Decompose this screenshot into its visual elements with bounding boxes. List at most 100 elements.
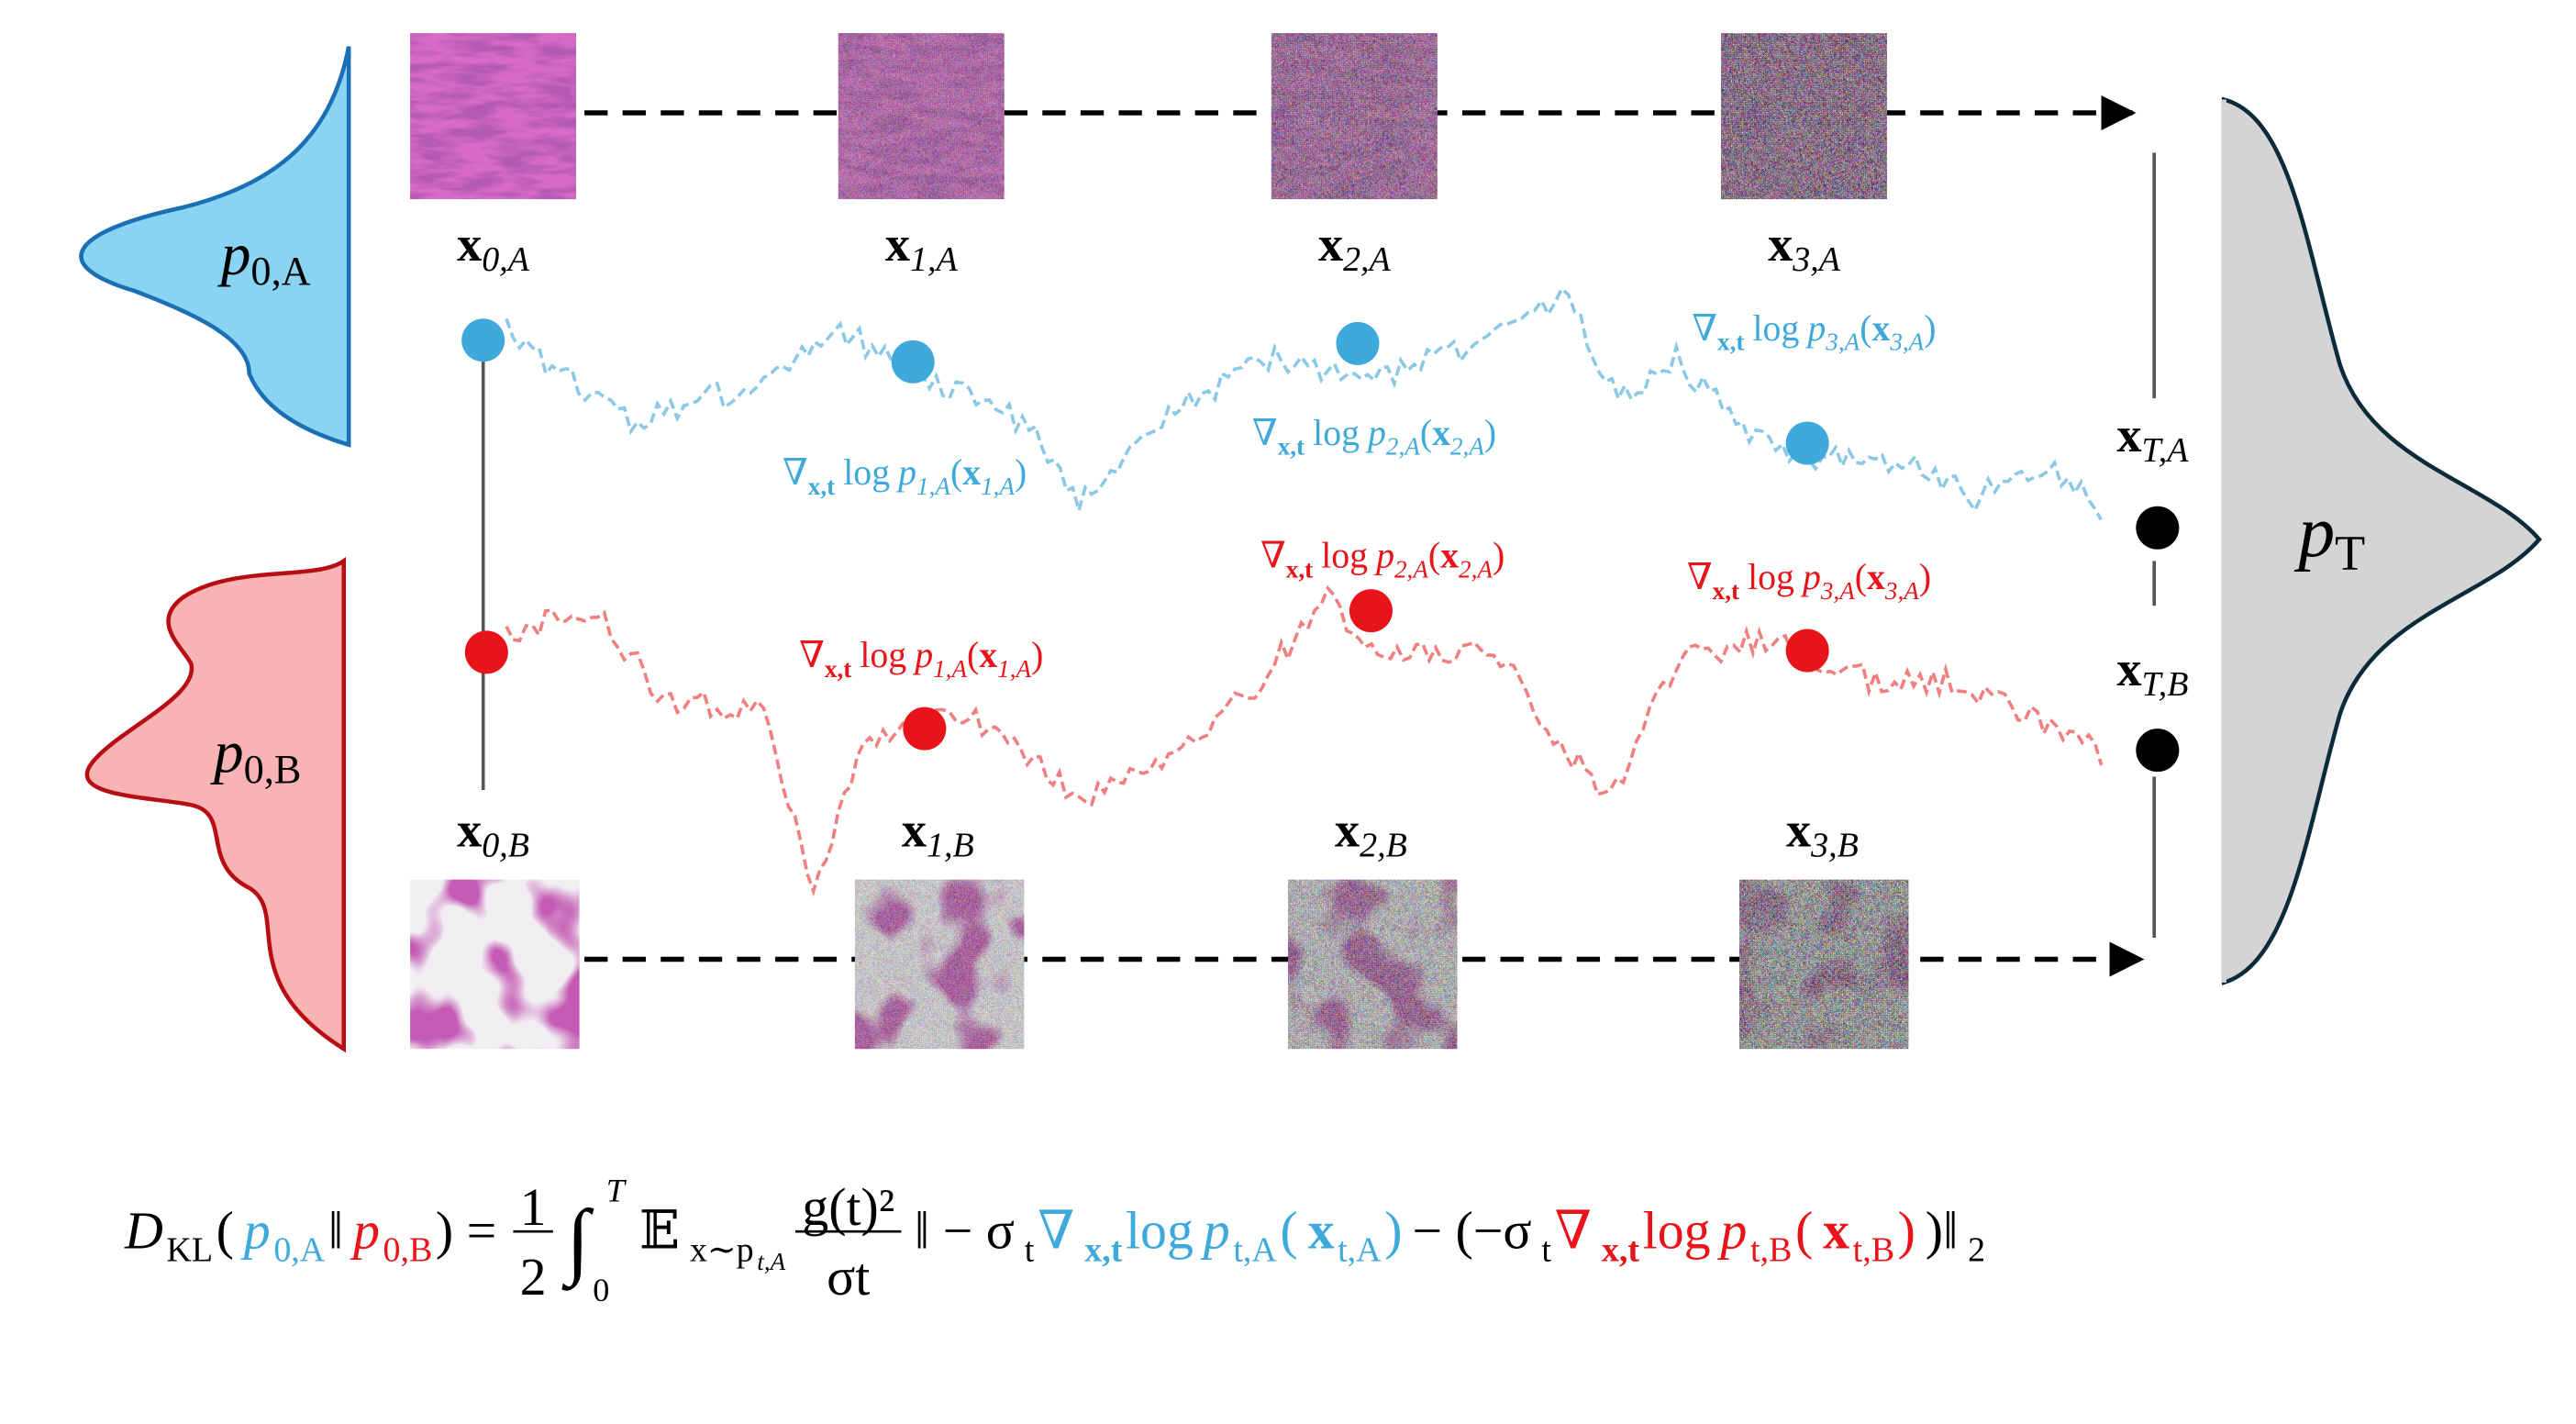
formula-part: 𝔼 xyxy=(639,1200,680,1260)
score-part: x xyxy=(1440,536,1459,576)
label-sub: 0,A xyxy=(482,240,529,279)
score-part: log xyxy=(1321,536,1368,576)
state-label: x0,A xyxy=(457,217,530,279)
score-label: ∇x,t log p3,A(x3,A) xyxy=(1687,557,1931,605)
formula-part: p xyxy=(1716,1200,1747,1260)
formula-part: 0 xyxy=(593,1272,609,1308)
terminal-dot xyxy=(2136,729,2180,773)
score-part: 1,A xyxy=(981,473,1015,500)
score-part: 2,A xyxy=(1394,555,1428,583)
formula-part: ( xyxy=(217,1200,234,1260)
score-part: ∇ xyxy=(1692,308,1717,349)
score-part: x,t xyxy=(825,655,851,683)
formula-part: ) = xyxy=(436,1200,496,1260)
score-part: p xyxy=(1800,557,1821,597)
label-sub: 2,A xyxy=(1343,240,1391,279)
terminal-dot xyxy=(2136,506,2180,550)
score-part: ) xyxy=(1924,308,1936,349)
label-sub: 3,B xyxy=(1810,826,1859,864)
score-part: p xyxy=(1804,308,1826,349)
formula-part: 2 xyxy=(1968,1231,1985,1270)
formula-part: 0,A xyxy=(273,1231,325,1270)
label-sub: T xyxy=(2335,525,2365,580)
state-dot xyxy=(891,339,935,384)
formula-part: x∼p xyxy=(690,1231,754,1270)
score-part: x,t xyxy=(1713,577,1739,605)
score-part: log xyxy=(860,635,906,675)
formula-part: σt xyxy=(827,1247,870,1307)
state-dot xyxy=(464,630,508,674)
formula-part: ‖ − σ xyxy=(915,1200,1015,1260)
score-part: x,t xyxy=(1717,328,1744,356)
distribution-curve xyxy=(2221,96,2542,985)
formula-part: p xyxy=(350,1200,380,1260)
state-dot xyxy=(1336,321,1380,365)
formula-part: ( xyxy=(1280,1200,1297,1260)
score-part: ∇ xyxy=(1687,557,1713,597)
score-part: x xyxy=(1871,308,1890,349)
formula-part: log xyxy=(1643,1200,1711,1260)
label-base: p xyxy=(217,221,251,287)
label-sub: T,B xyxy=(2141,665,2188,704)
score-part: 1,A xyxy=(916,473,950,500)
label-sub: 0,A xyxy=(250,249,310,294)
formula-part: )‖ xyxy=(1926,1200,1959,1260)
formula-part: KL xyxy=(166,1231,213,1270)
label-base: x xyxy=(457,803,482,858)
label-sub: 1,B xyxy=(927,826,974,864)
formula-part: t,A xyxy=(1338,1231,1382,1270)
state-label: x0,B xyxy=(457,803,529,865)
label-base: x xyxy=(1335,803,1360,858)
score-label: ∇x,t log p2,A(x2,A) xyxy=(1252,413,1496,461)
score-label: ∇x,t log p1,A(x1,A) xyxy=(799,635,1043,683)
formula-part: x xyxy=(1823,1200,1849,1260)
label-base: x xyxy=(1786,803,1811,858)
state-label: x2,A xyxy=(1318,217,1392,279)
formula-part: x xyxy=(1308,1200,1335,1260)
score-part: ( xyxy=(950,452,962,493)
formula-part: t xyxy=(1541,1231,1551,1270)
label-base: x xyxy=(885,217,910,272)
label-sub: 2,B xyxy=(1360,826,1407,864)
score-part: 2,A xyxy=(1386,433,1420,461)
score-part: 3,A xyxy=(1825,328,1860,356)
tile-noise xyxy=(1721,33,1887,200)
diffusion-path xyxy=(505,285,2103,521)
distribution-curve xyxy=(84,557,347,1053)
score-part: 1,A xyxy=(997,655,1031,683)
formula-part: t xyxy=(1025,1231,1035,1270)
formula-part: ∫ xyxy=(561,1193,594,1291)
formula-part: p xyxy=(1200,1200,1230,1260)
score-part: ∇ xyxy=(1260,536,1286,576)
formula-part: D xyxy=(124,1200,163,1260)
formula-part: ) xyxy=(1384,1200,1402,1260)
score-part: p xyxy=(912,635,933,675)
score-label: ∇x,t log p2,A(x2,A) xyxy=(1260,536,1505,584)
label-base: x xyxy=(2116,407,2141,462)
score-part: log xyxy=(1313,413,1360,453)
distribution-label: pT xyxy=(2293,492,2365,580)
formula-part: log xyxy=(1126,1200,1194,1260)
score-part: 3,A xyxy=(1820,577,1855,605)
score-part: ( xyxy=(1428,536,1440,576)
tile-noise xyxy=(838,33,1005,200)
image-tile xyxy=(410,879,580,1050)
formula-part: 2 xyxy=(520,1247,547,1307)
score-part: log xyxy=(1748,557,1794,597)
score-part: 1,A xyxy=(933,655,967,683)
score-part: ) xyxy=(1484,413,1496,453)
label-base: x xyxy=(902,803,927,858)
diffusion-path xyxy=(505,584,2104,897)
state-label: x1,B xyxy=(902,803,974,865)
formula-part: 1 xyxy=(520,1177,547,1237)
score-part: log xyxy=(843,452,890,493)
tile-texture xyxy=(410,33,576,200)
score-part: ) xyxy=(1015,452,1027,493)
label-sub: 0,B xyxy=(482,826,529,864)
label-sub: T,A xyxy=(2141,431,2189,470)
score-part: ( xyxy=(1860,308,1871,349)
image-tile xyxy=(1271,33,1438,200)
state-dot xyxy=(1785,421,1829,465)
score-label: ∇x,t log p3,A(x3,A) xyxy=(1692,308,1936,356)
state-dot xyxy=(461,318,505,362)
